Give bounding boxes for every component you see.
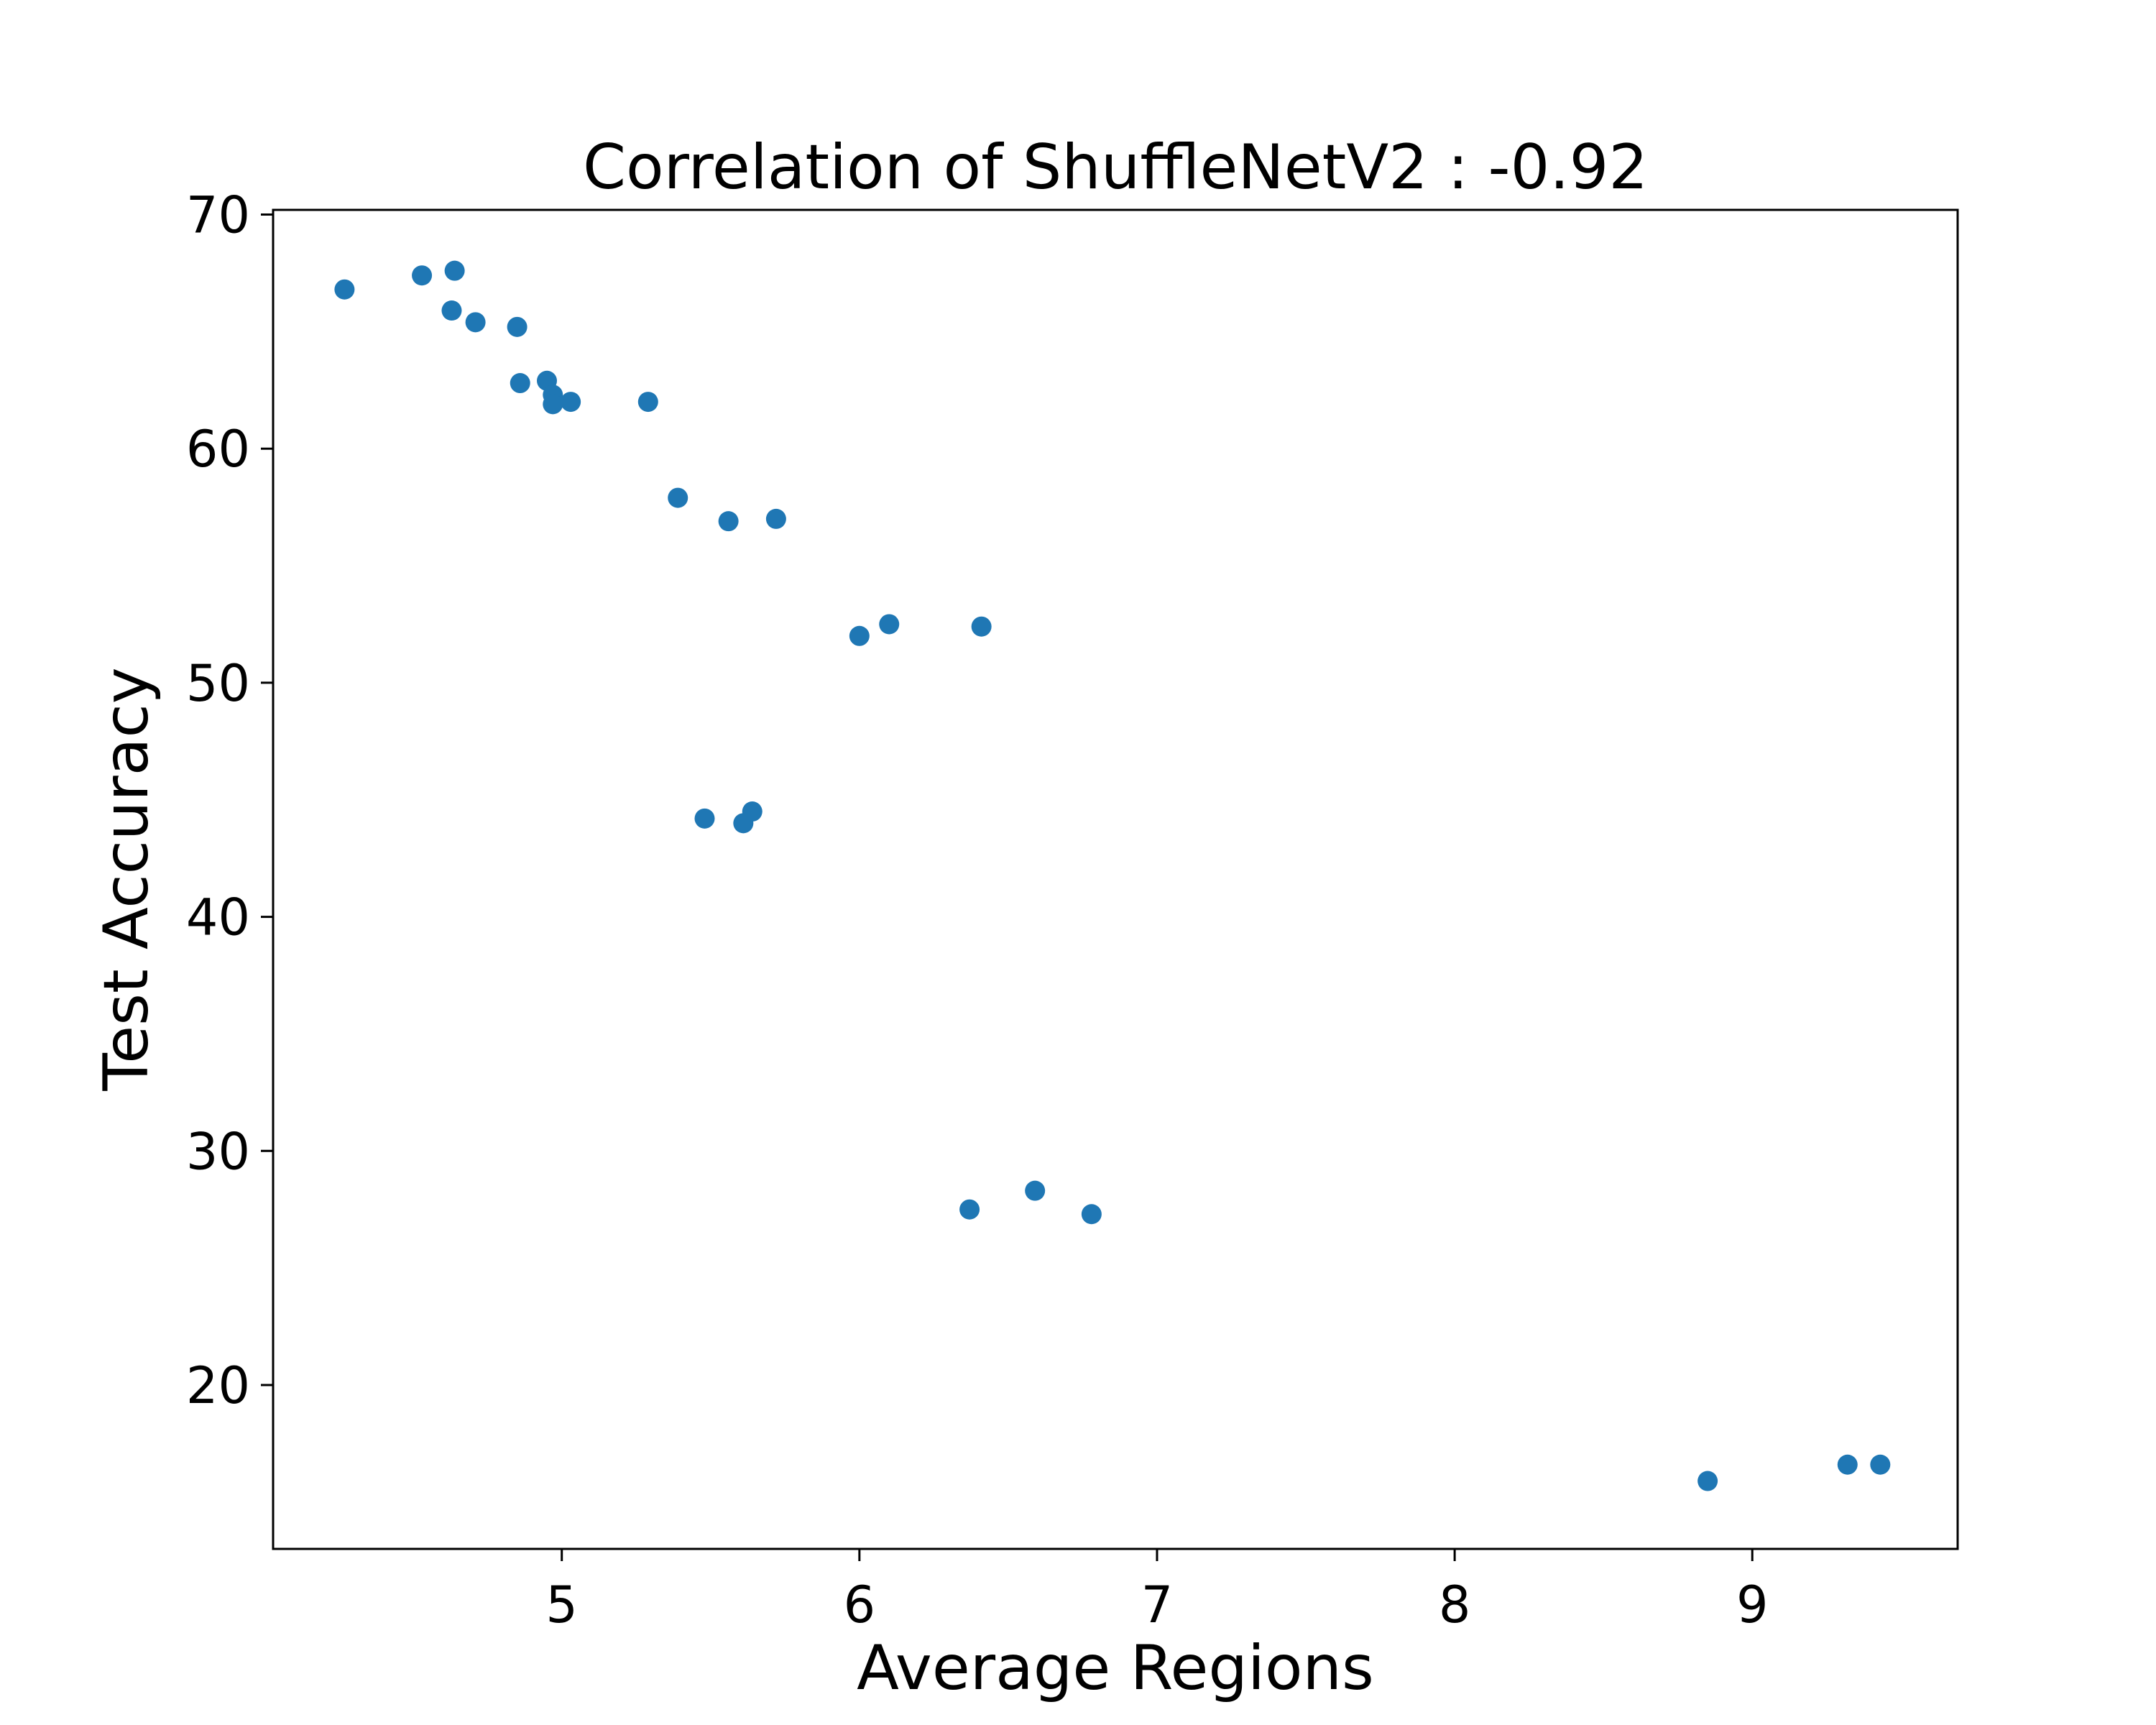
x-axis-label: Average Regions bbox=[857, 1632, 1374, 1704]
scatter-point bbox=[507, 316, 528, 337]
scatter-point bbox=[971, 616, 992, 637]
scatter-point bbox=[1870, 1454, 1891, 1475]
scatter-point bbox=[1837, 1454, 1858, 1475]
x-tick-label: 6 bbox=[844, 1576, 876, 1634]
y-tick-label: 40 bbox=[186, 888, 250, 947]
scatter-point bbox=[334, 279, 355, 300]
x-tick-label: 5 bbox=[545, 1576, 578, 1634]
scatter-point bbox=[668, 487, 688, 508]
y-tick-label: 70 bbox=[186, 186, 250, 245]
scatter-point bbox=[510, 373, 530, 394]
y-tick-label: 50 bbox=[186, 654, 250, 713]
scatter-point bbox=[561, 392, 581, 413]
scatter-point bbox=[959, 1199, 980, 1220]
x-tick-label: 8 bbox=[1439, 1576, 1471, 1634]
y-tick-label: 60 bbox=[186, 420, 250, 479]
scatter-point bbox=[879, 614, 900, 635]
x-tick-label: 7 bbox=[1141, 1576, 1174, 1634]
scatter-point bbox=[718, 511, 739, 532]
scatter-point bbox=[694, 808, 715, 829]
scatter-point bbox=[849, 625, 870, 646]
y-tick-label: 20 bbox=[186, 1356, 250, 1415]
data-points bbox=[334, 260, 1891, 1491]
scatter-point bbox=[441, 300, 462, 321]
scatter-point bbox=[742, 801, 763, 822]
chart-title: Correlation of ShuffleNetV2 : -0.92 bbox=[583, 132, 1648, 203]
scatter-point bbox=[1081, 1204, 1102, 1225]
scatter-point bbox=[765, 508, 786, 529]
plot-frame bbox=[272, 208, 1959, 1550]
y-tick-label: 30 bbox=[186, 1122, 250, 1181]
x-tick-label: 9 bbox=[1736, 1576, 1769, 1634]
scatter-point bbox=[444, 260, 465, 281]
y-axis-label: Test Accuracy bbox=[91, 667, 162, 1091]
scatter-point bbox=[637, 392, 658, 413]
scatter-point bbox=[543, 394, 563, 415]
scatter-point bbox=[465, 312, 486, 333]
axis-ticks: 5 6 7 8 9 20 30 40 50 60 70 bbox=[186, 186, 1769, 1634]
scatter-point bbox=[412, 265, 433, 286]
scatter-point bbox=[1697, 1471, 1718, 1491]
scatter-point bbox=[1025, 1180, 1046, 1201]
